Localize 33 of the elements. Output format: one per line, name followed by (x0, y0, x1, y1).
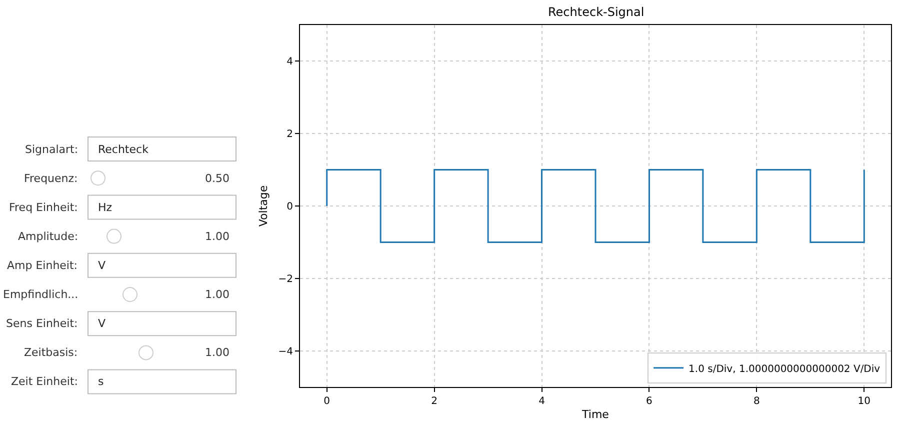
y-tick-label: 0 (286, 202, 293, 212)
text: 1.00 (205, 288, 230, 301)
x-tick-label: 4 (538, 396, 545, 407)
text: Amp Einheit: (7, 259, 78, 272)
y-tick-label: 4 (286, 56, 293, 68)
text: V (98, 317, 106, 330)
chart-title: Rechteck-Signal (548, 5, 644, 19)
y-axis-title: Voltage (256, 185, 270, 227)
y-tick-label: 2 (286, 129, 293, 140)
text: Empfindlich... (3, 288, 78, 301)
x-tick-label: 6 (646, 396, 652, 407)
text: Amplitude: (18, 230, 78, 243)
y-tick-label: −2 (278, 274, 293, 285)
text: Sens Einheit: (6, 317, 78, 330)
y-tick-label: −4 (278, 346, 293, 358)
legend-label: 1.0 s/Div, 1.0000000000000002 V/Div (688, 364, 880, 375)
x-tick-label: 0 (324, 396, 330, 407)
text: Signalart: (25, 143, 78, 156)
text: Frequenz: (24, 172, 78, 185)
x-tick-label: 8 (753, 396, 760, 407)
text: Zeitbasis: (24, 346, 78, 359)
text: Zeit Einheit: (11, 375, 78, 388)
text: 1.00 (205, 346, 230, 359)
text: Freq Einheit: (9, 201, 78, 214)
x-tick-label: 2 (431, 396, 438, 407)
text: 0.50 (205, 172, 230, 185)
x-axis-title: Time (581, 408, 610, 422)
text: V (98, 259, 106, 272)
text: s (98, 375, 104, 388)
text: 1.00 (205, 230, 230, 243)
x-tick-label: 10 (858, 396, 871, 407)
text: Hz (98, 201, 112, 214)
text: Rechteck (98, 143, 150, 156)
